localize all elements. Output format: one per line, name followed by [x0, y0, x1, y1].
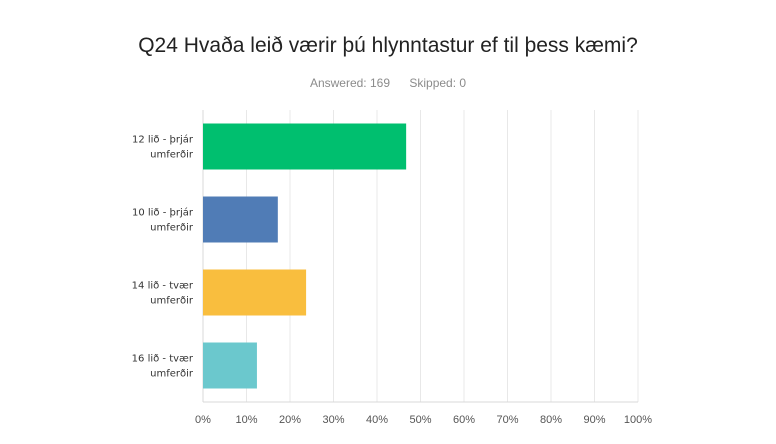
chart-title: Q24 Hvaða leið værir þú hlynntastur ef t… — [138, 34, 638, 57]
skipped-count: Skipped: 0 — [409, 76, 467, 90]
x-tick-label: 40% — [366, 414, 388, 426]
y-tick-label-line: 10 lið - þrjár — [132, 207, 194, 219]
bar — [203, 123, 407, 170]
x-tick-label: 60% — [453, 414, 475, 426]
y-tick-label: 14 lið - tvær umferðir — [132, 281, 194, 307]
x-tick-label: 90% — [583, 414, 605, 426]
x-tick-label: 20% — [279, 414, 301, 426]
x-tick-label: 0% — [195, 414, 211, 426]
y-tick-label-line: umferðir — [150, 369, 194, 380]
bar — [203, 269, 307, 316]
y-tick-label-line: 16 lið - tvær — [132, 354, 194, 365]
y-tick-label: 16 lið - tvær umferðir — [132, 354, 194, 380]
y-tick-label: 10 lið - þrjár umferðir — [132, 207, 194, 234]
y-tick-label-line: umferðir — [150, 223, 194, 234]
y-tick-label-line: 12 lið - þrjár — [132, 134, 194, 146]
y-tick-label-line: 14 lið - tvær — [132, 281, 194, 292]
bar — [203, 342, 257, 389]
response-stats: Answered: 169 Skipped: 0 — [0, 76, 776, 90]
x-tick-label: 10% — [235, 414, 257, 426]
x-tick-label: 30% — [322, 414, 344, 426]
y-tick-label: 12 lið - þrjár umferðir — [132, 134, 194, 161]
bar — [203, 196, 278, 243]
x-tick-label: 50% — [409, 414, 431, 426]
answered-count: Answered: 169 — [309, 76, 390, 90]
x-tick-label: 80% — [540, 414, 562, 426]
x-tick-label: 70% — [496, 414, 518, 426]
y-tick-label-line: umferðir — [150, 296, 194, 307]
y-tick-label-line: umferðir — [150, 150, 194, 161]
x-tick-label: 100% — [624, 414, 652, 426]
